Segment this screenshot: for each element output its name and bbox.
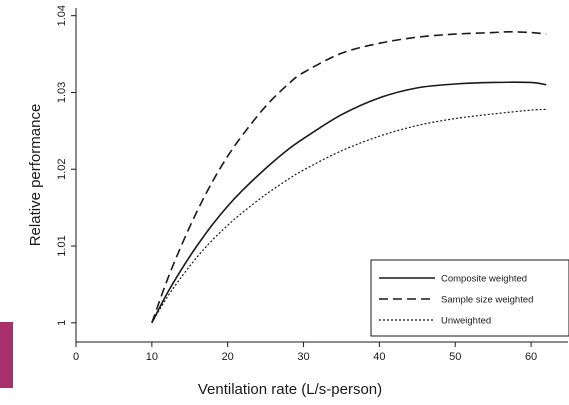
legend-label: Sample size weighted — [441, 295, 533, 306]
accent-bar — [0, 322, 13, 388]
series-line-dotted — [151, 108, 547, 324]
y-axis-ticks: 1 1.01 1.02 1.03 1.04 — [56, 5, 76, 326]
legend: Composite weighted Sample size weighted Un… — [370, 259, 569, 337]
x-tick-label: 10 — [146, 351, 158, 363]
y-tick-label: 1.03 — [56, 82, 68, 103]
series-layer — [151, 30, 547, 324]
x-tick-label: 0 — [73, 351, 79, 363]
y-tick-label: 1 — [56, 320, 68, 326]
x-tick-label: 60 — [525, 351, 537, 363]
y-tick-label: 1.01 — [56, 235, 68, 256]
legend-label: Unweighted — [441, 316, 491, 327]
x-axis-title: Ventilation rate (L/s-person) — [198, 381, 382, 398]
series-line-dashed — [151, 30, 547, 324]
x-tick-label: 40 — [373, 351, 385, 363]
plot-frame — [75, 8, 568, 343]
legend-label: Composite weighted — [441, 274, 527, 285]
y-tick-label: 1.04 — [56, 5, 68, 26]
x-tick-label: 50 — [449, 351, 461, 363]
legend-box — [370, 259, 569, 337]
x-tick-label: 30 — [297, 351, 309, 363]
y-tick-label: 1.02 — [56, 159, 68, 180]
series-line-solid — [151, 81, 547, 324]
x-tick-label: 20 — [222, 351, 234, 363]
y-axis-title: Relative performance — [27, 104, 44, 247]
x-axis-ticks: 0 10 20 30 40 50 60 — [73, 342, 537, 363]
